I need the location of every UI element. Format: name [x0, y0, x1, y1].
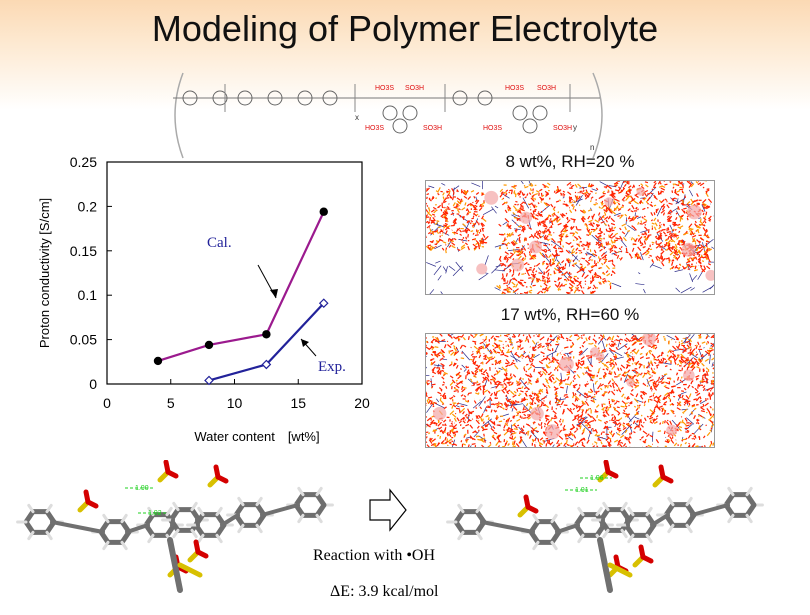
hbond-label: 1.96 [590, 475, 604, 482]
y-tick-label: 0 [89, 376, 97, 392]
hbond-label: 1.91 [575, 487, 589, 494]
snapshot-image-1 [425, 180, 715, 295]
cal-data-point [153, 356, 163, 366]
formula-sub-n: n [590, 143, 594, 152]
x-tick-label: 15 [290, 395, 306, 411]
y-tick-label: 0.05 [70, 332, 97, 348]
hbond-label: 1.92 [148, 510, 162, 517]
reaction-arrow-icon [369, 488, 407, 532]
formula-group-2: SO3H [405, 85, 424, 92]
molecule-after-image: 1.911.96 [446, 460, 764, 593]
formula-sub-x: x [355, 113, 359, 122]
hbond-label: 1.90 [135, 485, 149, 492]
exp-data-point [204, 375, 214, 386]
series-label-exp: Exp. [318, 359, 346, 375]
molecule-before-image: 1.90 1.92 [16, 460, 334, 593]
polymer-structure-formula: x y n HO3S SO3H HO3S SO3H HO3S SO3H HO3S… [173, 72, 603, 159]
formula-group-3: HO3S [365, 125, 384, 132]
x-tick-label: 0 [103, 395, 111, 411]
snapshot-label-1: 8 wt%, RH=20 % [505, 152, 635, 171]
cal-data-point [262, 330, 271, 339]
slide-title: Modeling of Polymer Electrolyte [151, 8, 659, 49]
cal-data-point [204, 340, 214, 350]
series-line-cal [157, 211, 325, 362]
x-tick-label: 10 [227, 395, 243, 411]
exp-pointer-arrowhead [301, 339, 309, 347]
y-tick-label: 0.1 [78, 287, 98, 303]
y-tick-label: 0.15 [70, 243, 97, 259]
x-tick-label: 20 [354, 395, 370, 411]
formula-group-6: SO3H [537, 85, 556, 92]
formula-group-5: HO3S [505, 85, 524, 92]
formula-sub-y: y [573, 123, 577, 132]
x-tick-label: 5 [167, 395, 175, 411]
snapshot-image-2 [425, 333, 715, 448]
conductivity-chart: 0 5 10 15 20 0 0.05 0.1 0.15 0.2 0.25 Proton condu… [37, 154, 370, 444]
cal-pointer-arrowhead [270, 289, 278, 298]
exp-data-point [318, 298, 329, 309]
formula-group-7: HO3S [483, 125, 502, 132]
chart-ylabel: Proton conductivity [S/cm] [37, 198, 52, 348]
cal-data-point [319, 207, 328, 216]
formula-group-1: HO3S [375, 85, 394, 92]
formula-group-4: SO3H [423, 125, 442, 132]
y-tick-label: 0.25 [70, 154, 97, 170]
series-label-cal: Cal. [207, 235, 232, 251]
formula-group-8: SO3H [553, 125, 572, 132]
energy-text: ΔE: 3.9 kcal/mol [330, 583, 439, 600]
chart-xlabel: Water content [wt%] [194, 429, 319, 444]
y-tick-label: 0.2 [78, 198, 98, 214]
exp-data-point [261, 359, 272, 370]
chart-plot-area [106, 161, 363, 385]
reaction-text: Reaction with •OH [313, 547, 436, 564]
snapshot-label-2: 17 wt%, RH=60 % [500, 305, 640, 324]
